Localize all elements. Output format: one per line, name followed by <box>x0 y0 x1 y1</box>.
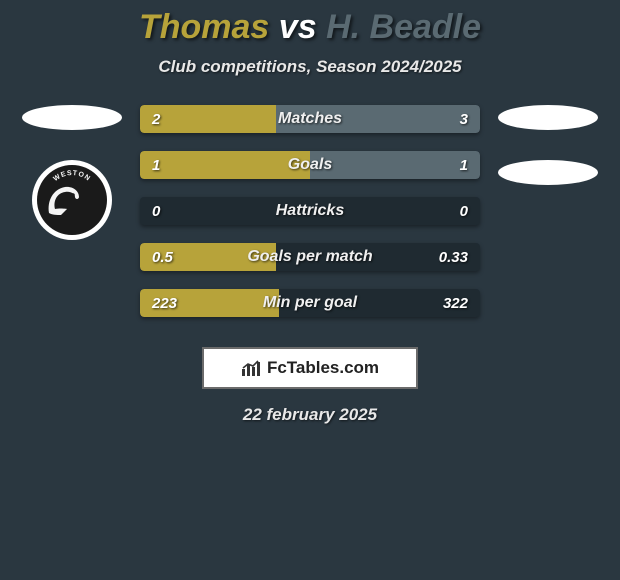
left-player-badge: WESTON <box>32 160 112 240</box>
stat-value-right: 0.33 <box>439 243 468 271</box>
stat-label: Hattricks <box>140 197 480 225</box>
left-column: WESTON <box>22 105 122 240</box>
stat-bar-goals-per-match: 0.5 Goals per match 0.33 <box>140 243 480 271</box>
brand-text: FcTables.com <box>267 358 379 378</box>
page-title: Thomas vs H. Beadle <box>0 8 620 47</box>
title-player2: H. Beadle <box>326 8 481 46</box>
left-team-logo-ellipse <box>22 105 122 130</box>
stat-bar-matches: 2 Matches 3 <box>140 105 480 133</box>
subtitle: Club competitions, Season 2024/2025 <box>0 57 620 77</box>
stat-value-right: 3 <box>460 105 468 133</box>
stat-value-right: 322 <box>443 289 468 317</box>
svg-text:WESTON: WESTON <box>52 170 91 183</box>
chart-icon <box>241 359 263 377</box>
stat-label: Min per goal <box>140 289 480 317</box>
badge-text-arc-icon: WESTON <box>37 165 107 235</box>
stat-label: Matches <box>140 105 480 133</box>
comparison-infographic: Thomas vs H. Beadle Club competitions, S… <box>0 0 620 425</box>
main-row: WESTON 2 Matches 3 1 Goals 1 <box>0 105 620 317</box>
right-team-logo-ellipse <box>498 105 598 130</box>
stat-label: Goals per match <box>140 243 480 271</box>
stat-value-right: 0 <box>460 197 468 225</box>
left-player-badge-inner: WESTON <box>37 165 107 235</box>
stat-bar-goals: 1 Goals 1 <box>140 151 480 179</box>
date-line: 22 february 2025 <box>0 405 620 425</box>
stat-bar-hattricks: 0 Hattricks 0 <box>140 197 480 225</box>
right-column <box>498 105 598 185</box>
stat-bar-min-per-goal: 223 Min per goal 322 <box>140 289 480 317</box>
stat-label: Goals <box>140 151 480 179</box>
title-player1: Thomas <box>139 8 269 46</box>
brand-box: FcTables.com <box>202 347 418 389</box>
right-player-logo-ellipse <box>498 160 598 185</box>
stats-column: 2 Matches 3 1 Goals 1 0 Hattricks 0 <box>140 105 480 317</box>
title-vs: vs <box>279 8 317 46</box>
badge-text-top: WESTON <box>52 170 91 183</box>
stat-value-right: 1 <box>460 151 468 179</box>
